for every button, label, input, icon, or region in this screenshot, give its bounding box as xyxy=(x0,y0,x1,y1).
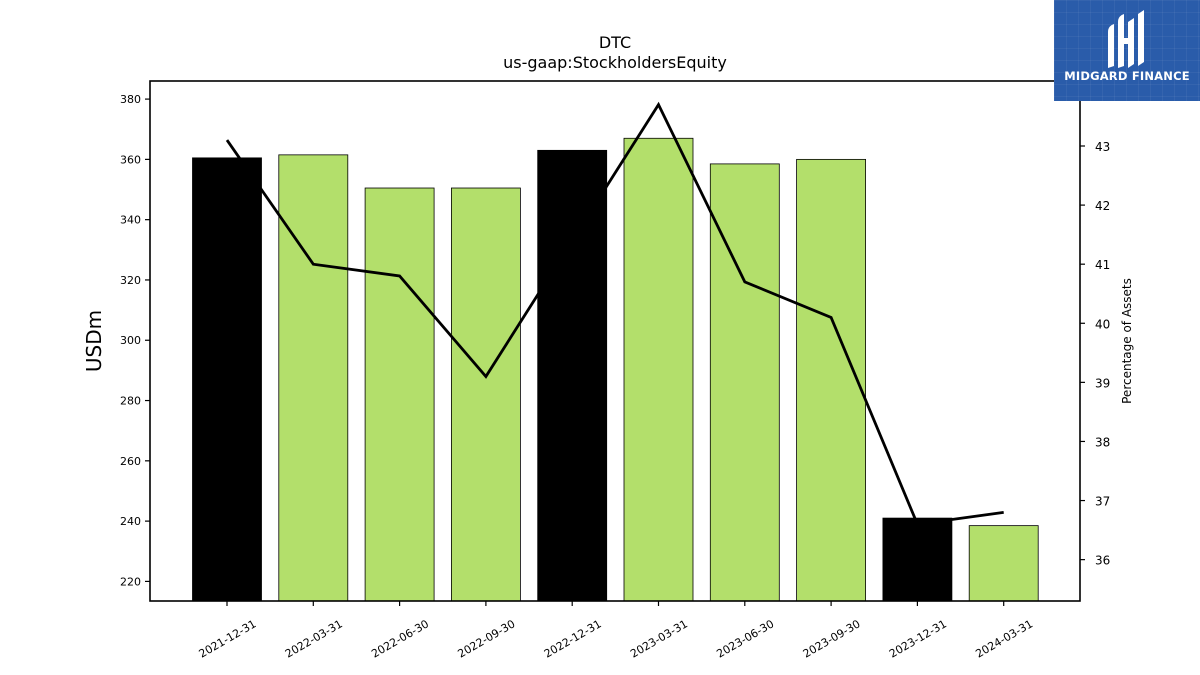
bar xyxy=(796,158,866,602)
logo-mark-icon xyxy=(1108,10,1144,68)
y-tick-label: 220 xyxy=(120,575,141,588)
chart-title: DTC xyxy=(599,33,631,52)
left-axis: 220 240 260 280 300 320 340 360 380 xyxy=(120,93,150,588)
bar xyxy=(450,187,521,602)
x-tick-label: 2022-03-31 xyxy=(283,617,345,660)
bar-group xyxy=(192,137,1039,602)
bar xyxy=(623,137,694,602)
y-axis-label: USDm xyxy=(82,310,106,372)
x-tick-label: 2022-09-30 xyxy=(456,617,518,660)
y2-tick-label: 43 xyxy=(1095,140,1110,154)
percentage-line xyxy=(225,101,1004,526)
y2-tick-label: 39 xyxy=(1095,376,1110,390)
bar xyxy=(278,154,349,602)
x-tick-label: 2022-12-31 xyxy=(542,617,604,660)
y-tick-label: 340 xyxy=(120,214,141,227)
y2-tick-label: 40 xyxy=(1095,317,1110,331)
bar xyxy=(968,525,1039,602)
y-tick-label: 360 xyxy=(120,153,141,166)
y-tick-label: 280 xyxy=(120,395,141,408)
x-tick-label: 2021-12-31 xyxy=(197,617,259,660)
y-tick-label: 380 xyxy=(120,93,141,106)
bar xyxy=(364,187,435,602)
x-tick-label: 2024-03-31 xyxy=(973,617,1035,660)
logo-text: MIDGARD FINANCE xyxy=(1064,69,1190,83)
y2-tick-label: 41 xyxy=(1095,258,1110,272)
chart-subtitle: us-gaap:StockholdersEquity xyxy=(503,53,727,72)
y-tick-label: 240 xyxy=(120,515,141,528)
y-tick-label: 300 xyxy=(120,334,141,347)
y-tick-label: 260 xyxy=(120,455,141,468)
y-tick-label: 320 xyxy=(120,274,141,287)
x-tick-label: 2023-12-31 xyxy=(887,617,949,660)
y2-tick-label: 38 xyxy=(1095,435,1110,449)
y2-axis-label: Percentage of Assets xyxy=(1120,278,1134,404)
bar xyxy=(882,517,953,602)
y2-tick-label: 37 xyxy=(1095,495,1110,509)
midgard-finance-logo: MIDGARD FINANCE xyxy=(1054,0,1200,101)
bar xyxy=(537,149,608,602)
plot-frame xyxy=(149,80,1081,602)
x-tick-label: 2023-09-30 xyxy=(801,617,863,660)
bar xyxy=(192,157,262,602)
x-tick-label: 2023-03-31 xyxy=(628,617,690,660)
x-tick-label: 2023-06-30 xyxy=(714,617,776,660)
x-axis: 2021-12-31 2022-03-31 2022-06-30 2022-09-30… xyxy=(197,601,1035,661)
y2-tick-label: 36 xyxy=(1095,554,1110,568)
right-axis: 36 37 38 39 40 41 42 43 xyxy=(1080,140,1110,568)
x-tick-label: 2022-06-30 xyxy=(369,617,431,660)
y2-tick-label: 42 xyxy=(1095,199,1110,213)
